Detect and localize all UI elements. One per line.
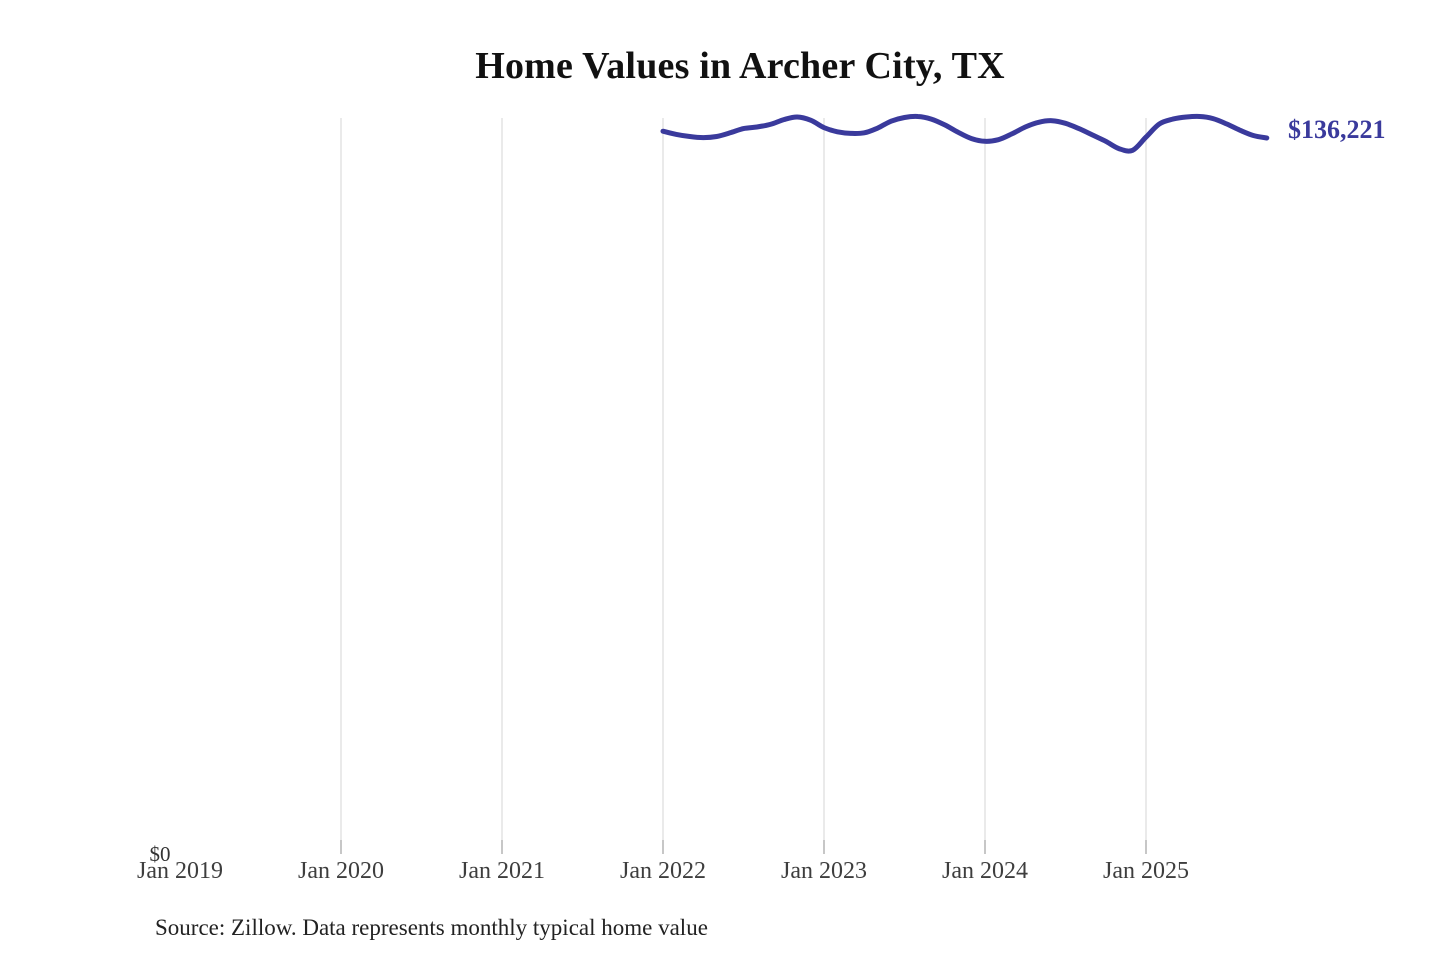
axis-ticks [340, 840, 1147, 854]
gridlines [340, 118, 1147, 840]
x-axis-label-jan-2021: Jan 2021 [459, 858, 545, 884]
chart-title: Home Values in Archer City, TX [475, 45, 1005, 87]
x-axis-label-jan-2024: Jan 2024 [942, 858, 1028, 884]
x-axis-label-jan-2022: Jan 2022 [620, 858, 706, 884]
x-axis-label-jan-2023: Jan 2023 [781, 858, 867, 884]
y-axis-zero-label: $0 [149, 842, 171, 866]
home-value-series-line [660, 113, 1270, 154]
end-value-label: $136,221 [1288, 115, 1386, 144]
x-axis-label-jan-2019: Jan 2019 [137, 858, 223, 884]
source-note: Source: Zillow. Data represents monthly … [155, 915, 708, 940]
x-axis-label-jan-2020: Jan 2020 [298, 858, 384, 884]
x-axis-label-jan-2025: Jan 2025 [1103, 858, 1189, 884]
